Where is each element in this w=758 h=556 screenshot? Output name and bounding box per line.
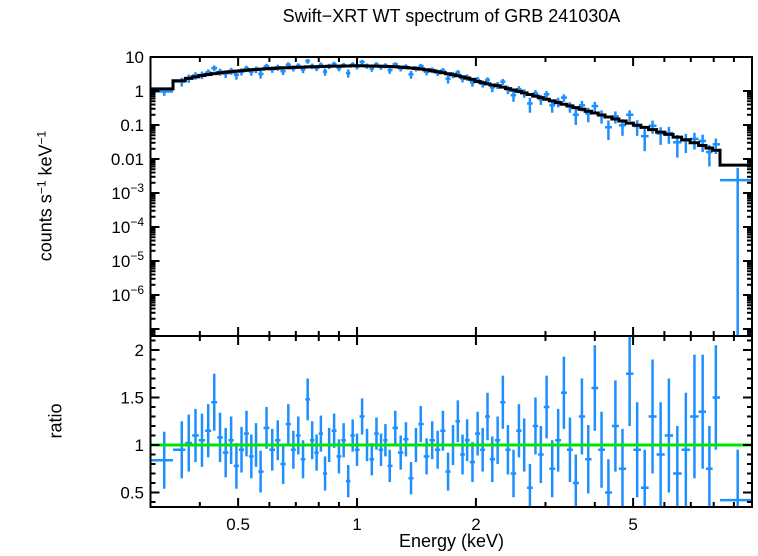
y1-tick-label: 0.1 <box>120 116 144 135</box>
ylabel-exponent: −1 <box>34 130 49 145</box>
y2-tick-label: 1 <box>135 436 144 455</box>
y1-tick-exponent: −4 <box>130 215 144 229</box>
y2-tick-label: 2 <box>135 341 144 360</box>
y1-tick-label: 10−3 <box>111 181 144 203</box>
ylabel-exponent: −1 <box>34 180 49 195</box>
x-tick-label: 5 <box>628 515 637 534</box>
bottom-panel-frame <box>149 335 753 508</box>
y1-tick-label: 10 <box>125 48 144 67</box>
y2-tick-label: 1.5 <box>120 389 144 408</box>
model-line <box>150 64 752 167</box>
y1-tick-exponent: −5 <box>130 249 144 263</box>
ylabel-text: keV <box>35 144 56 181</box>
x-axis-label: Energy (keV) <box>398 531 505 551</box>
x-tick-label: 1 <box>352 515 361 534</box>
chart-title: Swift−XRT WT spectrum of GRB 241030A <box>282 6 621 26</box>
y2-tick-label: 0.5 <box>120 484 144 503</box>
y1-tick-exponent: −3 <box>130 181 144 195</box>
y1-tick-label: 0.01 <box>111 150 144 169</box>
y-axis-label-ratio: ratio <box>45 403 66 439</box>
x-tick-label: 0.5 <box>226 515 250 534</box>
y1-tick-exponent: −6 <box>130 283 144 297</box>
x-tick-label: 2 <box>471 515 480 534</box>
ylabel-text: counts s <box>35 194 56 262</box>
top-panel-frame <box>149 56 753 337</box>
y1-tick-label: 1 <box>135 82 144 101</box>
y1-tick-label: 10−4 <box>111 215 144 237</box>
y-axis-label-counts: counts s−1 keV−1 <box>34 130 57 262</box>
ratio-data-group <box>150 336 752 508</box>
y1-tick-label: 10−5 <box>111 249 144 271</box>
y1-tick-label: 10−6 <box>111 283 144 305</box>
